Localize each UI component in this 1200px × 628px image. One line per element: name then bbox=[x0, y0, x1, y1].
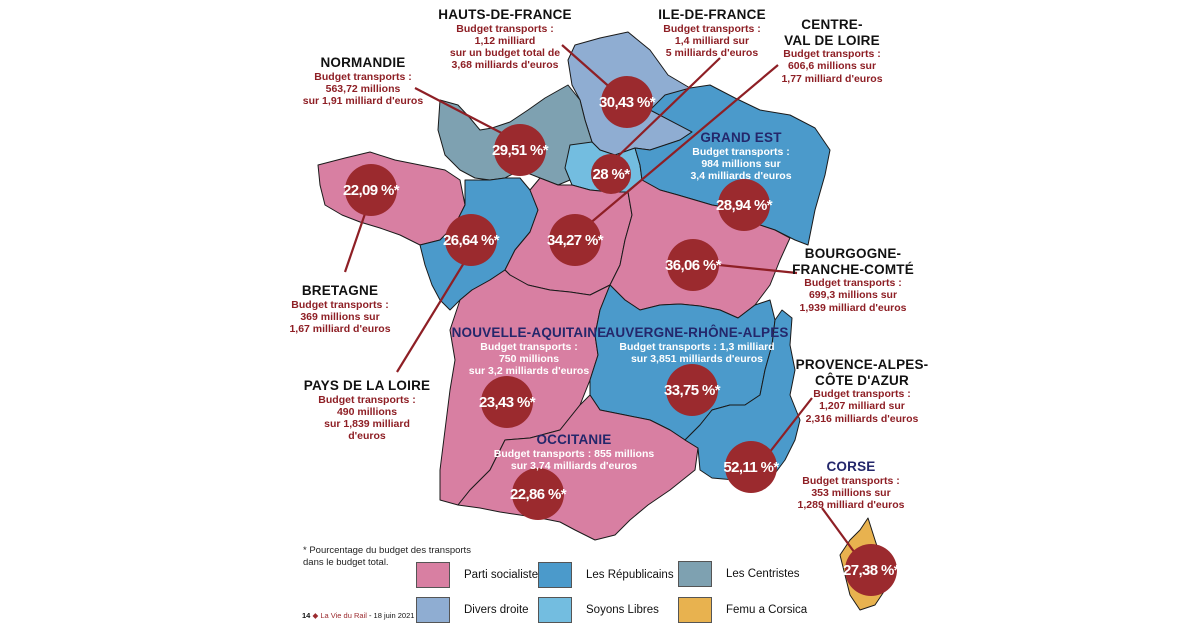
label-hauts-de-france: HAUTS-DE-FRANCE Budget transports : 1,12… bbox=[438, 7, 572, 72]
label-bourgogne-franche-comte: BOURGOGNE- FRANCHE-COMTÉ Budget transpor… bbox=[792, 246, 914, 314]
bubble-pays-de-la-loire: 26,64 %* bbox=[443, 214, 500, 266]
leader-line-centre bbox=[581, 64, 779, 231]
legend-item-femu-a-corsica: Femu a Corsica bbox=[678, 597, 807, 623]
region-paca[interactable] bbox=[684, 309, 801, 491]
leader-line-normandie bbox=[414, 87, 516, 141]
leader-line-ile-de-france bbox=[611, 57, 721, 163]
diamond-icon: ◆ bbox=[312, 611, 319, 620]
svg-text:33,75 %*: 33,75 %* bbox=[664, 382, 721, 399]
svg-text:36,06 %*: 36,06 %* bbox=[665, 257, 722, 274]
bubble-paca: 52,11 %* bbox=[723, 441, 780, 493]
svg-text:30,43 %*: 30,43 %* bbox=[599, 94, 656, 111]
legend-item-les-centristes: Les Centristes bbox=[678, 561, 800, 587]
legend-swatch bbox=[538, 597, 572, 623]
legend-item-parti-socialiste: Parti socialiste bbox=[416, 562, 538, 588]
legend-item-divers-droite: Divers droite bbox=[416, 597, 529, 623]
svg-text:28,94 %*: 28,94 %* bbox=[716, 197, 773, 214]
label-occitanie: OCCITANIE Budget transports : 855 millio… bbox=[493, 432, 655, 472]
bubble-normandie: 29,51 %* bbox=[492, 124, 549, 176]
bubble-grand-est: 28,94 %* bbox=[716, 179, 773, 231]
label-ile-de-france: ILE-DE-FRANCE Budget transports : 1,4 mi… bbox=[658, 7, 766, 59]
svg-text:23,43 %*: 23,43 %* bbox=[479, 394, 536, 411]
label-nouvelle-aquitaine: NOUVELLE-AQUITAINE Budget transports : 7… bbox=[451, 325, 607, 377]
legend-swatch bbox=[416, 562, 450, 588]
bubble-corse: 27,38 %* bbox=[843, 544, 900, 596]
leader-line-bretagne bbox=[343, 204, 370, 273]
svg-text:27,38 %*: 27,38 %* bbox=[843, 562, 900, 579]
label-paca: PROVENCE-ALPES- CÔTE D'AZUR Budget trans… bbox=[795, 357, 929, 425]
legend-item-les-republicains: Les Républicains bbox=[538, 562, 674, 588]
bubble-hauts-de-france: 30,43 %* bbox=[599, 76, 656, 128]
bubble-occitanie: 22,86 %* bbox=[510, 468, 567, 520]
svg-text:52,11 %*: 52,11 %* bbox=[723, 459, 779, 476]
label-bretagne: BRETAGNE Budget transports : 369 million… bbox=[289, 283, 391, 335]
bubble-auvergne-rhone-alpes: 33,75 %* bbox=[664, 364, 721, 416]
region-name: HAUTS-DE-FRANCE bbox=[438, 7, 572, 22]
label-corse: CORSE Budget transports : 353 millions s… bbox=[797, 459, 905, 511]
bubble-bourgogne: 36,06 %* bbox=[665, 239, 722, 291]
legend-swatch bbox=[416, 597, 450, 623]
label-grand-est: GRAND EST Budget transports : 984 millio… bbox=[690, 130, 792, 182]
svg-text:28 %*: 28 %* bbox=[592, 166, 630, 183]
svg-text:34,27 %*: 34,27 %* bbox=[547, 232, 604, 249]
label-pays-de-la-loire: PAYS DE LA LOIRE Budget transports : 490… bbox=[303, 378, 431, 443]
svg-text:22,09 %*: 22,09 %* bbox=[343, 182, 400, 199]
bubble-ile-de-france: 28 %* bbox=[591, 154, 631, 194]
bubble-centre-val-de-loire: 34,27 %* bbox=[547, 214, 604, 266]
label-centre-val-de-loire: CENTRE- VAL DE LOIRE Budget transports :… bbox=[781, 17, 883, 85]
label-normandie: NORMANDIE Budget transports : 563,72 mil… bbox=[302, 55, 424, 107]
bubble-bretagne: 22,09 %* bbox=[343, 164, 400, 216]
footnote: * Pourcentage du budget des transports d… bbox=[303, 545, 471, 569]
label-auvergne-rhone-alpes: AUVERGNE-RHÔNE-ALPES Budget transports :… bbox=[605, 325, 789, 365]
legend-item-soyons-libres: Soyons Libres bbox=[538, 597, 659, 623]
legend-swatch bbox=[678, 597, 712, 623]
bubble-nouvelle-aquitaine: 23,43 %* bbox=[479, 376, 536, 428]
svg-text:29,51 %*: 29,51 %* bbox=[492, 142, 549, 159]
legend-swatch bbox=[538, 562, 572, 588]
legend-swatch bbox=[678, 561, 712, 587]
page-footer: 14 ◆ La Vie du Rail - 18 juin 2021 bbox=[302, 611, 415, 620]
svg-text:26,64 %*: 26,64 %* bbox=[443, 232, 500, 249]
svg-text:22,86 %*: 22,86 %* bbox=[510, 486, 567, 503]
